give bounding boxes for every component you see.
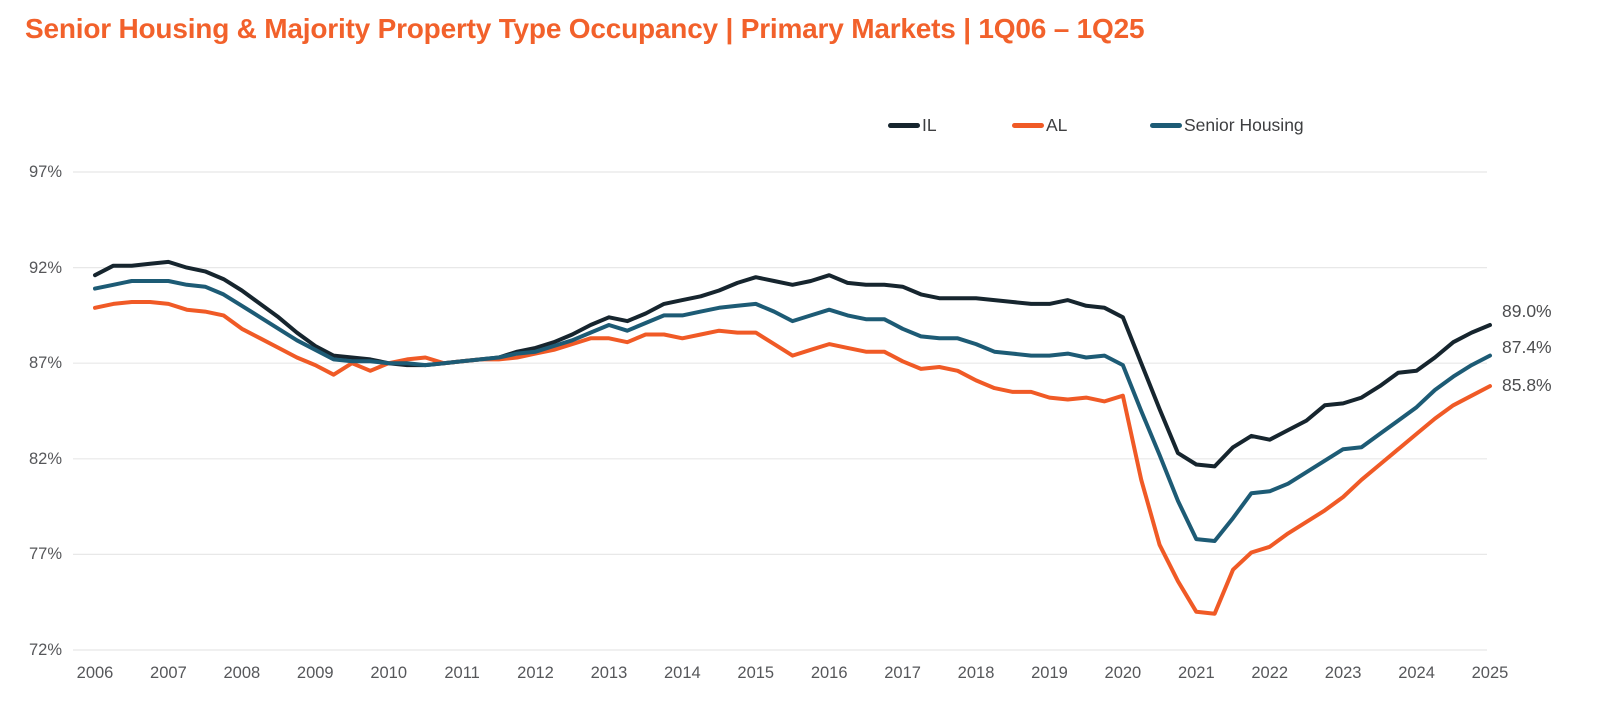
y-axis-label: 82% <box>28 449 62 468</box>
y-axis-label: 97% <box>28 163 62 181</box>
legend-item-al: AL <box>1012 113 1067 137</box>
il-line-swatch-icon <box>888 122 920 128</box>
y-axis-label: 92% <box>28 258 62 277</box>
x-axis-label: 2022 <box>1251 664 1289 682</box>
x-axis-label: 2025 <box>1471 664 1509 682</box>
al-line-swatch-icon <box>1012 122 1044 128</box>
page-title: Senior Housing & Majority Property Type … <box>25 13 1145 44</box>
legend-label-al: AL <box>1046 114 1068 135</box>
end-value-il: 89.0% <box>1502 301 1552 321</box>
x-axis-label: 2013 <box>590 664 628 682</box>
end-value-al: 85.8% <box>1502 375 1552 395</box>
x-axis-label: 2014 <box>664 664 701 682</box>
senior-housing-line-swatch-icon <box>1150 122 1182 128</box>
series-line-al <box>93 300 1492 616</box>
x-axis-label: 2021 <box>1177 664 1215 682</box>
x-axis-label: 2010 <box>370 664 408 682</box>
x-axis-label: 2015 <box>737 664 775 682</box>
series-line-senior-housing <box>93 279 1492 543</box>
legend-item-senior-housing: Senior Housing <box>1150 113 1304 137</box>
chart-legend: IL AL Senior Housing <box>0 113 1600 137</box>
x-axis-label: 2007 <box>150 664 187 682</box>
end-value-senior-housing: 87.4% <box>1502 337 1552 357</box>
x-axis-label: 2019 <box>1031 664 1068 682</box>
y-axis-label: 72% <box>28 641 62 659</box>
x-axis-label: 2018 <box>957 664 995 682</box>
x-axis-label: 2016 <box>810 664 848 682</box>
x-axis-label: 2008 <box>223 664 261 682</box>
legend-label-il: IL <box>922 114 937 135</box>
series-line-il <box>93 259 1492 469</box>
x-axis-label: 2017 <box>884 664 921 682</box>
y-axis-label: 77% <box>28 545 62 564</box>
legend-item-il: IL <box>888 113 937 137</box>
x-axis-label: 2011 <box>444 664 480 682</box>
x-axis-label: 2012 <box>517 664 554 682</box>
x-axis-label: 2009 <box>296 664 334 682</box>
x-axis-label: 2024 <box>1398 664 1435 682</box>
y-axis-label: 87% <box>28 354 62 373</box>
x-axis-label: 2023 <box>1324 664 1362 682</box>
legend-label-senior-housing: Senior Housing <box>1184 114 1304 135</box>
x-axis-label: 2020 <box>1104 664 1142 682</box>
x-axis-label: 2006 <box>76 664 114 682</box>
